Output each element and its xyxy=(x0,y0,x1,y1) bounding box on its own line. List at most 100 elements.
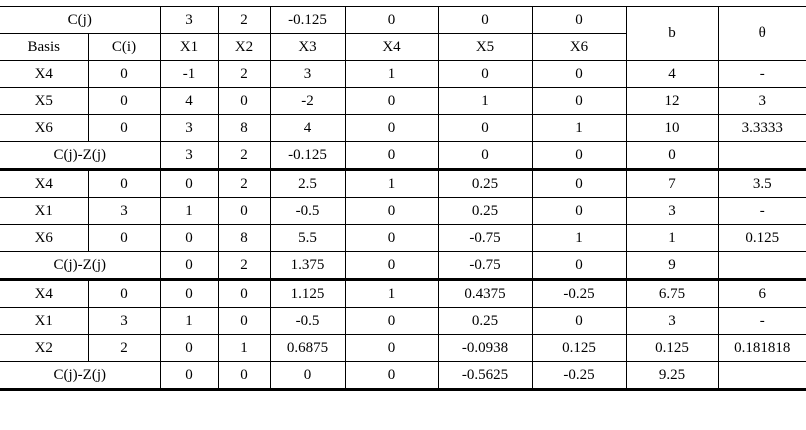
summary-value: 0 xyxy=(344,141,439,170)
table-cell: -2 xyxy=(269,87,346,115)
table-cell: 0.25 xyxy=(437,168,533,198)
column-header: X4 xyxy=(344,33,439,61)
table-cell: 0 xyxy=(217,197,271,225)
table-cell: 4 xyxy=(269,114,346,142)
table-cell: 0 xyxy=(531,307,627,335)
column-header: C(i) xyxy=(87,33,161,61)
table-cell: 3 xyxy=(625,307,719,335)
summary-value: 3 xyxy=(159,141,219,170)
empty-cell xyxy=(717,141,806,170)
summary-value: 0 xyxy=(217,361,271,391)
column-header: Basis xyxy=(0,33,89,61)
table-cell: 7 xyxy=(625,168,719,198)
table-row: X4 0 0 0 1.125 1 0.4375 -0.25 6.75 6 xyxy=(0,278,806,308)
table-row: C(j) 3 2 -0.125 0 0 0 b θ xyxy=(0,6,806,61)
table-body: C(j) 3 2 -0.125 0 0 0 b θ Basis C(i) X1 X2 X3 X4 X5 X6 X4… xyxy=(0,6,806,391)
table-cell: 2 xyxy=(217,168,271,198)
table-cell: -0.0938 xyxy=(437,334,533,362)
table-row: X5 0 4 0 -2 0 1 0 12 3 xyxy=(0,87,806,115)
table-row: C(j)-Z(j) 0 0 0 0 -0.5625 -0.25 9.25 xyxy=(0,361,806,391)
table-cell: 4 xyxy=(159,87,219,115)
column-header: X1 xyxy=(159,33,219,61)
table-cell: 0 xyxy=(159,224,219,252)
summary-value: 2 xyxy=(217,251,271,280)
table-cell: 0.125 xyxy=(625,334,719,362)
table-cell: 3 xyxy=(87,307,161,335)
table-cell: 0 xyxy=(217,87,271,115)
table-cell: 6 xyxy=(717,278,806,308)
table-cell: X6 xyxy=(0,224,89,252)
table-row: X4 0 -1 2 3 1 0 0 4- xyxy=(0,60,806,88)
table-cell: 1 xyxy=(344,278,439,308)
table-cell: 0 xyxy=(437,60,533,88)
summary-value: 0 xyxy=(269,361,346,391)
table-cell: X4 xyxy=(0,60,89,88)
summary-value: 0 xyxy=(159,361,219,391)
cj-value: 0 xyxy=(531,6,627,34)
table-cell: -0.5 xyxy=(269,197,346,225)
table-cell: 0.4375 xyxy=(437,278,533,308)
table-row: C(j)-Z(j) 3 2 -0.125 0 0 0 0 xyxy=(0,141,806,170)
column-header: X3 xyxy=(269,33,346,61)
table-cell: 0.6875 xyxy=(269,334,346,362)
simplex-table: C(j) 3 2 -0.125 0 0 0 b θ Basis C(i) X1 X2 X3 X4 X5 X6 X4… xyxy=(0,6,806,391)
cj-value: 3 xyxy=(159,6,219,34)
table-cell: 0 xyxy=(87,114,161,142)
summary-value: -0.5625 xyxy=(437,361,533,391)
summary-label: C(j)-Z(j) xyxy=(0,141,161,170)
table-cell: 0 xyxy=(531,197,627,225)
table-cell: 1 xyxy=(531,114,627,142)
table-cell: 3 xyxy=(717,87,806,115)
table-cell: 0 xyxy=(87,168,161,198)
table-cell: 4 xyxy=(625,60,719,88)
table-cell: X2 xyxy=(0,334,89,362)
summary-value: -0.25 xyxy=(531,361,627,391)
table-cell: 0.125 xyxy=(717,224,806,252)
table-cell: 2 xyxy=(87,334,161,362)
table-cell: -0.25 xyxy=(531,278,627,308)
summary-value: 2 xyxy=(217,141,271,170)
cj-value: 0 xyxy=(344,6,439,34)
table-row: X6 0 3 8 4 0 0 1 10 3.3333 xyxy=(0,114,806,142)
summary-label: C(j)-Z(j) xyxy=(0,361,161,391)
table-row: X6 0 0 8 5.5 0 -0.75 1 1 0.125 xyxy=(0,224,806,252)
table-cell: 0.25 xyxy=(437,197,533,225)
table-cell: 1 xyxy=(159,197,219,225)
cj-value: 0 xyxy=(437,6,533,34)
table-cell: 12 xyxy=(625,87,719,115)
table-cell: -0.5 xyxy=(269,307,346,335)
table-cell: 0 xyxy=(344,197,439,225)
page: {"header": {"cj_label": "C(j)", "cj": ["… xyxy=(0,6,806,430)
cj-value: 2 xyxy=(217,6,271,34)
table-cell: 0 xyxy=(217,307,271,335)
b-header: b xyxy=(625,6,719,61)
table-cell: - xyxy=(717,307,806,335)
table-row: X2 2 0 1 0.6875 0 -0.0938 0.125 0.125 0.181818 xyxy=(0,334,806,362)
table-cell: X4 xyxy=(0,168,89,198)
table-cell: 1 xyxy=(344,60,439,88)
table-row: X4 0 0 2 2.5 1 0.25 0 7 3.5 xyxy=(0,168,806,198)
table-cell: 1 xyxy=(217,334,271,362)
table-cell: 3.5 xyxy=(717,168,806,198)
table-cell: 3 xyxy=(269,60,346,88)
table-cell: 1 xyxy=(159,307,219,335)
table-cell: 0.25 xyxy=(437,307,533,335)
summary-value: 9 xyxy=(625,251,719,280)
summary-value: -0.125 xyxy=(269,141,346,170)
table-cell: 0 xyxy=(159,168,219,198)
table-cell: 0.181818 xyxy=(717,334,806,362)
table-cell: -0.75 xyxy=(437,224,533,252)
table-cell: X5 xyxy=(0,87,89,115)
column-header: X2 xyxy=(217,33,271,61)
table-cell: 3 xyxy=(625,197,719,225)
cj-label: C(j) xyxy=(0,6,161,34)
table-cell: 3 xyxy=(87,197,161,225)
summary-label: C(j)-Z(j) xyxy=(0,251,161,280)
table-cell: 2 xyxy=(217,60,271,88)
cj-value: -0.125 xyxy=(269,6,346,34)
summary-value: 0 xyxy=(159,251,219,280)
table-cell: 6.75 xyxy=(625,278,719,308)
table-cell: 0 xyxy=(531,87,627,115)
summary-value: -0.75 xyxy=(437,251,533,280)
table-cell: - xyxy=(717,60,806,88)
